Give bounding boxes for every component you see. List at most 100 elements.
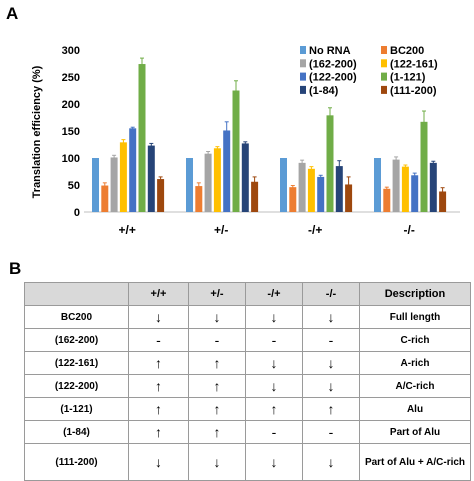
effect-cell: - <box>302 328 360 352</box>
y-axis-label: Translation efficiency (%) <box>31 65 43 198</box>
row-description: C-rich <box>359 328 471 352</box>
y-tick-label: 300 <box>62 45 80 57</box>
legend-label: (122-161) <box>390 58 438 70</box>
legend-swatch <box>300 59 306 68</box>
summary-table: +/+ +/- -/+ -/- Description BC200 ↓ ↓ ↓ … <box>24 282 471 481</box>
row-name: BC200 <box>24 305 129 329</box>
y-tick-label: 50 <box>68 180 80 192</box>
bar-chart: 0 50 100 150 200 250 300 +/+ +/- -/+ -/- No RNA BC2… <box>31 45 460 237</box>
bar <box>241 143 249 212</box>
effect-cell: ↑ <box>245 397 303 421</box>
bar <box>307 168 315 212</box>
row-name: (1-121) <box>24 397 129 421</box>
bar <box>204 153 212 212</box>
row-description: Part of Alu + A/C-rich <box>359 443 471 481</box>
effect-cell: ↑ <box>128 397 189 421</box>
bar <box>335 166 343 212</box>
effect-cell: ↑ <box>188 374 246 398</box>
table-row: (162-200) - - - - C-rich <box>24 328 471 352</box>
effect-cell: - <box>302 420 360 444</box>
row-name: (122-200) <box>24 374 129 398</box>
bar <box>326 115 334 212</box>
bar <box>92 158 99 212</box>
bar <box>101 185 109 212</box>
legend-swatch <box>300 85 306 94</box>
bar <box>138 64 146 212</box>
effect-cell: ↑ <box>128 351 189 375</box>
effect-cell: ↓ <box>188 443 246 481</box>
bar <box>129 128 137 212</box>
row-description: Alu <box>359 397 471 421</box>
legend-swatch <box>381 85 387 94</box>
bar <box>374 158 381 212</box>
bar <box>280 158 287 212</box>
bar <box>157 179 165 212</box>
x-category-label: +/- <box>214 223 228 237</box>
row-description: A-rich <box>359 351 471 375</box>
legend-swatch <box>300 46 306 54</box>
legend-label: (122-200) <box>309 72 357 84</box>
bar <box>110 157 118 212</box>
bar <box>401 166 409 212</box>
legend-label: No RNA <box>309 45 351 57</box>
effect-cell: ↑ <box>188 397 246 421</box>
effect-cell: ↓ <box>245 351 303 375</box>
legend-label: (162-200) <box>309 58 357 70</box>
panel-b-letter: B <box>9 259 22 278</box>
table-header-row: +/+ +/- -/+ -/- Description <box>24 282 471 306</box>
effect-cell: ↓ <box>188 305 246 329</box>
row-name: (162-200) <box>24 328 129 352</box>
effect-cell: ↓ <box>245 305 303 329</box>
bar <box>223 130 231 212</box>
bar <box>345 184 353 212</box>
bar <box>147 145 155 212</box>
legend-label: BC200 <box>390 45 424 57</box>
x-category-label: -/+ <box>308 223 322 237</box>
row-name: (1-84) <box>24 420 129 444</box>
effect-cell: ↓ <box>128 443 189 481</box>
legend-swatch <box>381 59 387 68</box>
bar <box>429 162 437 212</box>
header-col-pm: +/- <box>188 282 246 306</box>
bar <box>213 148 221 212</box>
bar <box>119 142 127 212</box>
effect-cell: ↓ <box>128 305 189 329</box>
effect-cell: - <box>188 328 246 352</box>
bar <box>383 188 391 212</box>
bar <box>289 187 297 212</box>
bar <box>195 186 203 212</box>
effect-cell: ↓ <box>245 374 303 398</box>
legend-swatch <box>381 72 387 81</box>
y-tick-label: 150 <box>62 126 80 138</box>
y-tick-label: 250 <box>62 72 80 84</box>
legend-swatch <box>300 72 306 81</box>
bar <box>251 181 259 212</box>
row-description: Full length <box>359 305 471 329</box>
bar <box>420 121 428 212</box>
legend-label: (111-200) <box>390 85 437 97</box>
summary-table-wrap: +/+ +/- -/+ -/- Description BC200 ↓ ↓ ↓ … <box>24 282 471 481</box>
header-col-mm: -/- <box>302 282 360 306</box>
table-row: BC200 ↓ ↓ ↓ ↓ Full length <box>24 305 471 329</box>
legend-label: (1-84) <box>309 85 339 97</box>
y-tick-label: 100 <box>62 153 80 165</box>
effect-cell: ↑ <box>188 420 246 444</box>
table-row: (1-121) ↑ ↑ ↑ ↑ Alu <box>24 397 471 421</box>
bar <box>392 159 400 212</box>
bar <box>298 162 306 212</box>
bar <box>439 191 447 212</box>
bar <box>411 175 419 212</box>
table-row: (122-200) ↑ ↑ ↓ ↓ A/C-rich <box>24 374 471 398</box>
effect-cell: ↑ <box>128 420 189 444</box>
effect-cell: - <box>245 328 303 352</box>
effect-cell: ↑ <box>188 351 246 375</box>
effect-cell: ↓ <box>302 443 360 481</box>
table-row: (122-161) ↑ ↑ ↓ ↓ A-rich <box>24 351 471 375</box>
header-description: Description <box>359 282 471 306</box>
header-col-pp: +/+ <box>128 282 189 306</box>
effect-cell: ↓ <box>302 374 360 398</box>
effect-cell: ↑ <box>302 397 360 421</box>
panel-a-letter: A <box>6 4 19 23</box>
y-tick-label: 200 <box>62 99 80 111</box>
legend-label: (1-121) <box>390 72 426 84</box>
